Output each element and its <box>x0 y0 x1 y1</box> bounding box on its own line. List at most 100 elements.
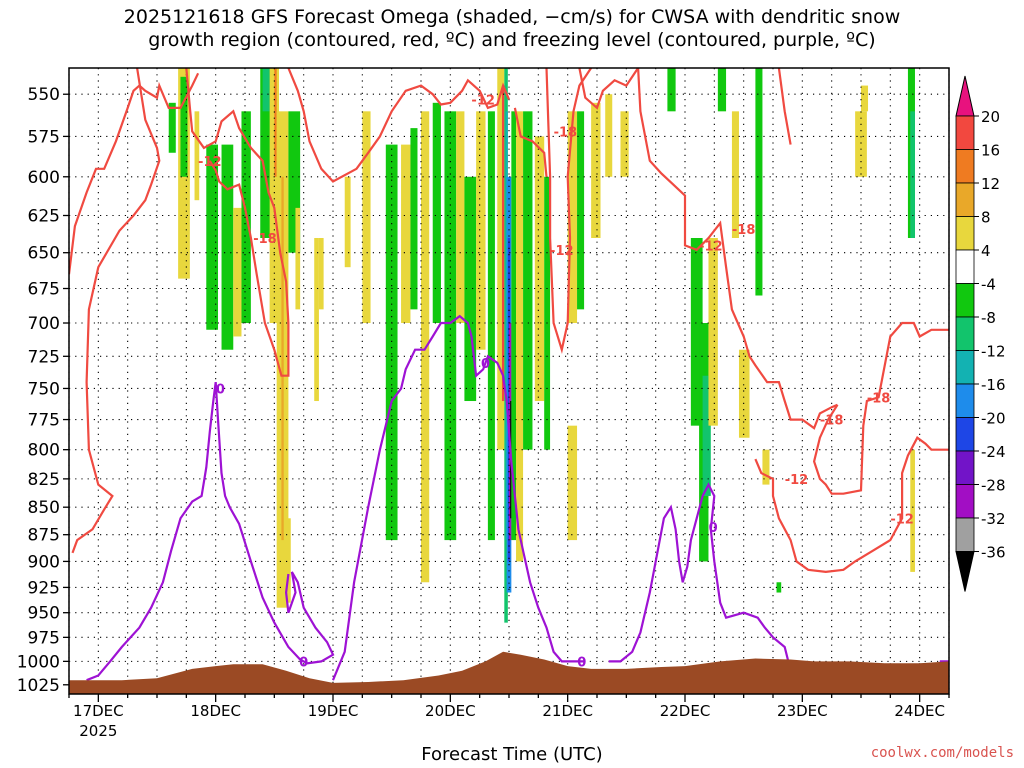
x-tick-label: 19DEC <box>308 702 359 720</box>
omega-cell <box>168 102 176 153</box>
dendritic-contour-label: -12 <box>198 155 222 170</box>
omega-cell <box>577 111 585 310</box>
x-tick-label: 20DEC <box>425 702 476 720</box>
omega-cell <box>667 68 676 112</box>
dendritic-contour-line <box>545 68 593 355</box>
colorbar-segment <box>955 182 975 217</box>
x-year-label: 2025 <box>79 722 117 740</box>
omega-cell <box>738 349 750 438</box>
dendritic-contour-label: -18 <box>554 125 578 140</box>
colorbar-segment <box>955 216 975 251</box>
colorbar-segment <box>955 283 975 318</box>
omega-cell <box>708 237 718 426</box>
dendritic-growth-contours <box>69 68 949 574</box>
dendritic-contour-line <box>185 68 290 377</box>
omega-cell <box>523 111 533 450</box>
dendritic-contour-line <box>812 321 949 495</box>
terrain-fill <box>69 651 949 694</box>
x-tick-label: 22DEC <box>660 702 711 720</box>
dendritic-contour-label: -12 <box>699 239 723 254</box>
omega-cell <box>456 111 465 324</box>
x-tick-label: 24DEC <box>894 702 945 720</box>
colorbar-segment <box>955 249 975 284</box>
omega-cell <box>274 68 277 177</box>
freezing-contour-label: 0 <box>216 382 225 397</box>
freezing-contour-line <box>331 314 586 681</box>
colorbar-top-arrow <box>955 75 975 117</box>
omega-cell <box>401 144 411 324</box>
dendritic-contour-line <box>754 436 949 574</box>
omega-cell <box>620 111 629 177</box>
omega-cell <box>385 144 398 541</box>
y-tick-label: 675 <box>28 280 60 300</box>
y-tick-label: 775 <box>28 411 60 431</box>
omega-cell <box>497 68 505 450</box>
omega-cell <box>295 207 301 310</box>
x-tick-label: 23DEC <box>777 702 828 720</box>
omega-cell <box>690 237 703 426</box>
colorbar-segment <box>955 149 975 184</box>
y-tick-label: 750 <box>28 379 60 399</box>
omega-cell <box>717 68 727 112</box>
x-tick-label: 17DEC <box>73 702 124 720</box>
omega-cell <box>776 582 782 593</box>
omega-cell <box>206 144 219 330</box>
colorbar-label: -36 <box>981 544 1006 562</box>
omega-cell <box>910 111 915 238</box>
colorbar-segment <box>955 316 975 351</box>
colorbar-label: -32 <box>981 510 1006 528</box>
y-tick-label: 950 <box>28 604 60 624</box>
dendritic-contour-line <box>578 68 640 110</box>
dendritic-contour-label: -18 <box>253 232 277 247</box>
colorbar-label: 12 <box>981 175 1000 193</box>
y-tick-label: 700 <box>28 314 60 334</box>
y-tick-label: 900 <box>28 552 60 572</box>
omega-cell <box>281 176 284 541</box>
y-tick-label: 575 <box>28 127 60 147</box>
colorbar-label: -16 <box>981 376 1006 394</box>
colorbar-label: -24 <box>981 443 1006 461</box>
y-tick-label: 625 <box>28 206 60 226</box>
dendritic-contour-label: -12 <box>550 244 574 259</box>
dendritic-contour-line <box>513 107 548 177</box>
omega-cell <box>567 425 578 541</box>
colorbar: 20 16 12 8 4 -4 -8 -12 -16 -20 -24 -28 -32 -36 <box>955 75 1006 592</box>
y-tick-label: 1025 <box>17 676 60 696</box>
omega-cell <box>731 111 739 238</box>
omega-cell <box>567 111 578 324</box>
dendritic-contour-line <box>287 68 511 183</box>
omega-cell <box>544 176 551 450</box>
omega-cell <box>221 144 234 350</box>
y-axis: 550 575 600 625 650 675 700 725 750 775 800 825 850 8… <box>17 85 69 696</box>
colorbar-segment <box>955 517 975 552</box>
omega-cell <box>464 176 477 402</box>
colorbar-segment <box>955 484 975 519</box>
colorbar-segment <box>955 350 975 385</box>
omega-cell <box>262 68 270 112</box>
colorbar-label: 8 <box>981 209 991 227</box>
freezing-contour-label: 0 <box>481 357 490 372</box>
omega-cell <box>861 85 869 112</box>
omega-cell <box>476 111 486 350</box>
omega-cell <box>702 375 711 496</box>
omega-cell <box>233 207 242 337</box>
colorbar-label: 16 <box>981 142 1000 160</box>
omega-cell <box>288 111 301 253</box>
colorbar-bottom-arrow <box>955 551 975 592</box>
colorbar-segment <box>955 450 975 485</box>
omega-cell <box>432 102 441 324</box>
omega-cell <box>487 111 495 541</box>
x-tick-label: 18DEC <box>190 702 241 720</box>
omega-cell <box>591 102 601 238</box>
colorbar-segment <box>955 115 975 150</box>
omega-cell <box>194 111 200 201</box>
omega-cell <box>855 111 867 177</box>
y-tick-label: 975 <box>28 628 60 648</box>
omega-cell <box>501 85 505 402</box>
omega-cell <box>269 68 280 324</box>
omega-cell <box>410 128 418 310</box>
y-tick-label: 825 <box>28 470 60 490</box>
omega-cell <box>762 449 770 485</box>
terrain-profile <box>69 651 949 694</box>
x-axis-label: Forecast Time (UTC) <box>421 744 603 765</box>
